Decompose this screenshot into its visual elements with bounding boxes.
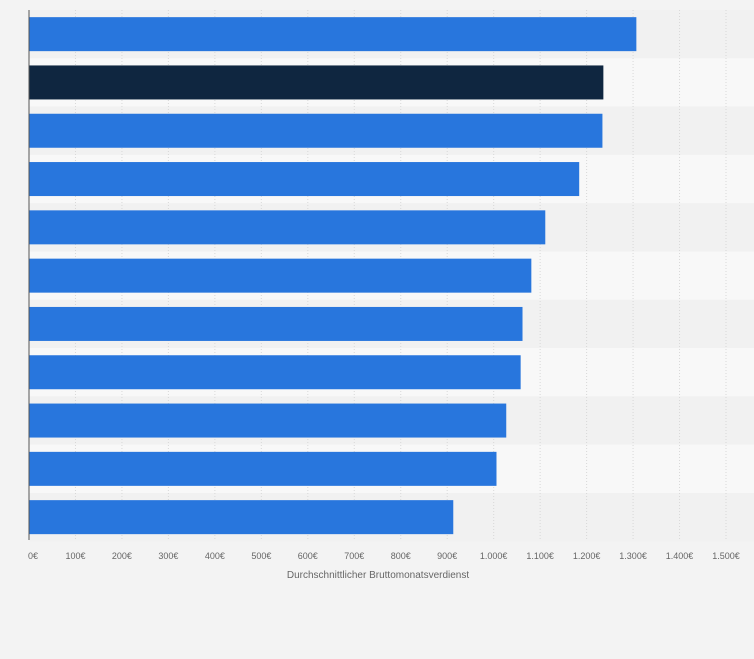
x-tick-label: 1.100€	[526, 551, 554, 561]
x-tick-label: 600€	[298, 551, 318, 561]
bar	[29, 113, 603, 148]
bar	[29, 403, 507, 438]
x-tick-label: 0€	[28, 551, 38, 561]
bar	[29, 306, 523, 341]
x-tick-label: 1.200€	[573, 551, 601, 561]
x-tick-label: 700€	[344, 551, 364, 561]
x-tick-label: 1.000€	[480, 551, 508, 561]
bar	[29, 162, 580, 197]
x-tick-label: 900€	[437, 551, 457, 561]
x-tick-label: 800€	[391, 551, 411, 561]
x-tick-label: 1.400€	[666, 551, 694, 561]
bar	[29, 17, 637, 52]
x-tick-label: 400€	[205, 551, 225, 561]
bar	[29, 355, 521, 390]
x-tick-label: 100€	[65, 551, 85, 561]
bar	[29, 451, 497, 486]
bar	[29, 258, 532, 293]
x-tick-label: 200€	[112, 551, 132, 561]
bar	[29, 210, 546, 245]
x-tick-label: 1.300€	[619, 551, 647, 561]
bar	[29, 500, 454, 535]
highlighted-bar	[29, 65, 604, 100]
x-axis-label: Durchschnittlicher Bruttomonatsverdienst	[287, 570, 470, 581]
x-tick-label: 500€	[251, 551, 271, 561]
x-tick-label: 300€	[158, 551, 178, 561]
x-tick-label: 1.500€	[712, 551, 740, 561]
